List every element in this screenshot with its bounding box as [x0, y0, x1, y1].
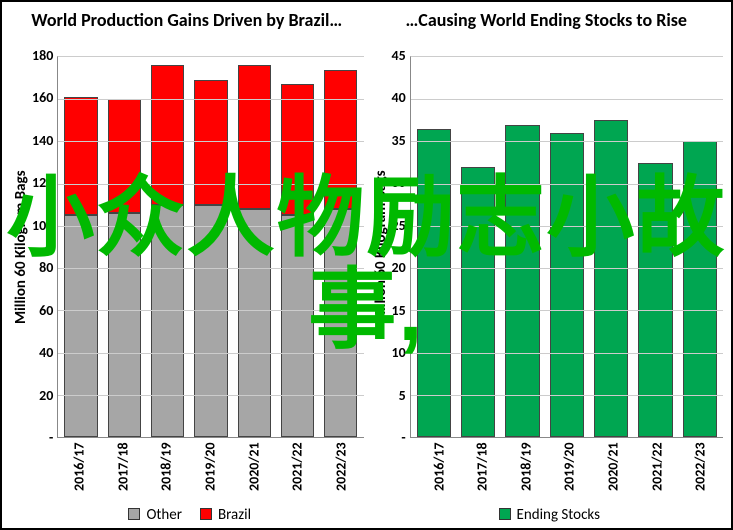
- right-chart: Million 60 Kilogram Bags 454035302520151…: [370, 56, 724, 438]
- bar-segment: [108, 99, 141, 213]
- gridline: [411, 99, 723, 100]
- xtick: 2019/20: [193, 442, 227, 502]
- bar: [683, 57, 717, 437]
- gridline: [58, 310, 363, 311]
- xtick: 2022/23: [324, 442, 358, 502]
- left-xaxis-row: 2016/17 2017/18 2018/19 2019/20 2020/21 2021/…: [10, 438, 364, 502]
- xtick: 2018/19: [149, 442, 183, 502]
- right-panel: …Causing World Ending Stocks to Rise Mil…: [370, 10, 724, 524]
- left-chart: Million 60 Kilogram Bags 180160140120100…: [10, 56, 364, 438]
- gridline: [411, 141, 723, 142]
- xtick: 2017/18: [106, 442, 140, 502]
- xtick: 2022/23: [683, 442, 717, 502]
- right-yaxis: 45403530252015105-: [392, 56, 410, 438]
- bar-segment: [238, 65, 271, 209]
- xtick: 2020/21: [596, 442, 630, 502]
- gridline: [58, 141, 363, 142]
- gridline: [411, 353, 723, 354]
- legend-swatch: [200, 508, 212, 520]
- gridline: [58, 99, 363, 100]
- bar: [417, 57, 451, 437]
- bar-segment: [64, 97, 97, 215]
- bar: [324, 57, 357, 437]
- bar-segment: [683, 141, 717, 437]
- gridline: [58, 268, 363, 269]
- legend-swatch: [499, 508, 511, 520]
- bar-segment: [151, 205, 184, 437]
- chart-frame: World Production Gains Driven by Brazil……: [0, 0, 733, 530]
- gridline: [411, 184, 723, 185]
- bar: [64, 57, 97, 437]
- bar: [281, 57, 314, 437]
- xtick: 2020/21: [237, 442, 271, 502]
- bar-segment: [324, 70, 357, 209]
- legend-item: Brazil: [194, 506, 251, 524]
- bar: [594, 57, 628, 437]
- gridline: [58, 184, 363, 185]
- gridline: [411, 226, 723, 227]
- bar: [505, 57, 539, 437]
- xtick: 2021/22: [280, 442, 314, 502]
- bar-segment: [594, 120, 628, 437]
- bar: [638, 57, 672, 437]
- left-plot: [57, 56, 363, 438]
- bar-segment: [108, 213, 141, 437]
- xtick: 2017/18: [465, 442, 499, 502]
- bar: [550, 57, 584, 437]
- xtick: 2018/19: [509, 442, 543, 502]
- bar-segment: [238, 209, 271, 437]
- xtick: 2016/17: [422, 442, 456, 502]
- left-panel: World Production Gains Driven by Brazil……: [10, 10, 364, 524]
- legend-swatch: [128, 508, 140, 520]
- bar: [151, 57, 184, 437]
- gridline: [411, 310, 723, 311]
- left-legend: Other Brazil: [10, 502, 364, 524]
- right-xaxis-row: 2016/17 2017/18 2018/19 2019/20 2020/21 2021/…: [370, 438, 724, 502]
- bar-segment: [505, 125, 539, 437]
- right-ylabel: Million 60 Kilogram Bags: [370, 56, 392, 438]
- left-xaxis: 2016/17 2017/18 2018/19 2019/20 2020/21 2021/…: [56, 438, 364, 502]
- gridline: [58, 395, 363, 396]
- bar-segment: [194, 205, 227, 437]
- bar-segment: [64, 215, 97, 437]
- bar-segment: [550, 133, 584, 437]
- xtick: 2019/20: [552, 442, 586, 502]
- left-title: World Production Gains Driven by Brazil…: [10, 10, 364, 56]
- bar-segment: [461, 167, 495, 437]
- bar-segment: [417, 129, 451, 437]
- gridline: [411, 395, 723, 396]
- right-xaxis: 2016/17 2017/18 2018/19 2019/20 2020/21 2021/…: [416, 438, 724, 502]
- legend-item: Other: [122, 506, 182, 524]
- left-ylabel: Million 60 Kilogram Bags: [10, 56, 32, 438]
- bar: [238, 57, 271, 437]
- right-plot: [410, 56, 723, 438]
- gridline: [58, 353, 363, 354]
- bar-segment: [324, 209, 357, 437]
- right-legend: Ending Stocks: [370, 502, 724, 524]
- xtick: 2016/17: [62, 442, 96, 502]
- gridline: [58, 226, 363, 227]
- xtick: 2021/22: [640, 442, 674, 502]
- legend-item: Ending Stocks: [493, 506, 600, 524]
- bar: [108, 57, 141, 437]
- bar-segment: [281, 215, 314, 437]
- bar-segment: [638, 163, 672, 437]
- bar-segment: [281, 84, 314, 215]
- bar: [461, 57, 495, 437]
- right-title: …Causing World Ending Stocks to Rise: [370, 10, 724, 56]
- bar: [194, 57, 227, 437]
- left-yaxis: 18016014012010080604020-: [32, 56, 57, 438]
- gridline: [411, 268, 723, 269]
